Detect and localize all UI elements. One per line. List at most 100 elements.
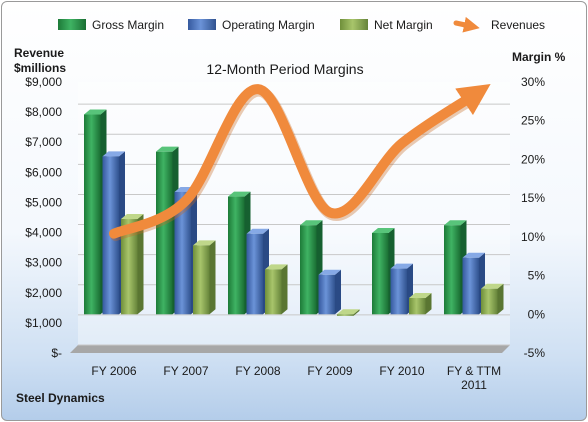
bar-front [462, 257, 479, 315]
bar-top [265, 264, 288, 270]
bar-front [121, 219, 138, 315]
bar-front [193, 245, 210, 315]
bar-front [265, 269, 282, 315]
bar-side [137, 214, 144, 315]
bar-side [497, 283, 504, 315]
bar-top [318, 269, 341, 275]
bar-front [156, 151, 173, 315]
bar-top [102, 151, 125, 157]
bar-top [481, 283, 504, 289]
x-tick-label: FY 2009 [307, 364, 352, 378]
left-axis-title-line1: Revenue [14, 46, 64, 60]
left-tick-label: $1,000 [25, 316, 62, 330]
bar-front [444, 225, 461, 315]
x-tick-label: 2011 [461, 378, 487, 392]
x-tick-label: FY 2007 [163, 364, 208, 378]
right-tick-label: 20% [521, 152, 545, 166]
right-tick-label: 25% [521, 114, 545, 128]
x-tick-label: FY 2006 [91, 364, 136, 378]
left-tick-label: $2,000 [25, 286, 62, 300]
bar-top [121, 214, 144, 220]
legend-swatch-net-margin [340, 19, 368, 30]
gridlines [78, 103, 510, 346]
bar-gross-margin [300, 220, 323, 315]
left-tick-label: $8,000 [25, 105, 62, 119]
bar-front [390, 268, 407, 315]
bar-top [193, 240, 216, 246]
x-tick-label: FY 2010 [379, 364, 424, 378]
right-tick-label: 10% [521, 230, 545, 244]
bar-front [84, 114, 101, 315]
bar-side [425, 293, 432, 315]
bars [84, 109, 504, 316]
bar-top [390, 263, 413, 269]
bar-side [209, 240, 216, 315]
bar-net-margin [193, 240, 216, 315]
bar-top [409, 293, 432, 299]
right-tick-label: 5% [528, 269, 546, 283]
company-name: Steel Dynamics [16, 391, 105, 405]
right-axis-ticks: -5% 0% 5% 10% 15% 20% 25% 30% [521, 75, 545, 360]
bar-top [444, 220, 467, 226]
plot-back-wall [78, 82, 510, 345]
bar-top [300, 220, 323, 226]
bar-operating-margin [246, 228, 269, 315]
left-tick-label: $5,000 [25, 195, 62, 209]
left-axis-ticks: $- $1,000 $2,000 $3,000 $4,000 $5,000 $6,000 $7… [25, 75, 62, 360]
chart-title: 12-Month Period Margins [206, 61, 363, 77]
bar-side [281, 264, 288, 315]
left-tick-label: $7,000 [25, 135, 62, 149]
right-axis-title: Margin % [512, 50, 566, 64]
bar-front [372, 232, 389, 315]
bar-top [246, 228, 269, 234]
bar-top [372, 227, 395, 233]
bar-front [228, 196, 245, 315]
legend-label-operating-margin: Operating Margin [222, 18, 315, 32]
bar-net-margin [265, 264, 288, 315]
left-tick-label: $- [51, 346, 62, 360]
bar-top [228, 191, 251, 197]
revenue-line-layer [109, 84, 491, 242]
bar-side [353, 309, 360, 316]
left-tick-label: $6,000 [25, 165, 62, 179]
bar-net-margin [481, 283, 504, 315]
legend-label-gross-margin: Gross Margin [92, 18, 164, 32]
legend-swatch-gross-margin [58, 19, 86, 30]
bar-top [462, 252, 485, 258]
x-tick-label: FY 2008 [235, 364, 280, 378]
right-tick-label: 15% [521, 191, 545, 205]
legend-label-revenues: Revenues [491, 18, 545, 32]
bar-front [300, 225, 317, 315]
bar-net-margin [409, 293, 432, 315]
x-axis-labels: FY 2006 FY 2007 FY 2008 FY 2009 FY 2010 FY & … [91, 364, 501, 392]
right-tick-label: 0% [528, 307, 546, 321]
bar-side [335, 269, 341, 315]
bar-operating-margin [318, 269, 341, 315]
legend: Gross Margin Operating Margin Net Margin… [58, 16, 545, 33]
bar-net-margin [337, 309, 360, 316]
bar-front [246, 233, 263, 315]
legend-swatch-operating-margin [188, 19, 216, 30]
left-tick-label: $3,000 [25, 256, 62, 270]
bar-front [337, 314, 354, 316]
left-tick-label: $9,000 [25, 75, 62, 89]
bar-top [156, 146, 179, 152]
right-tick-label: -5% [524, 346, 546, 360]
x-tick-label: FY & TTM [447, 364, 501, 378]
bar-front [318, 274, 335, 315]
bar-front [481, 288, 498, 315]
left-axis-title-line2: $millions [14, 61, 66, 75]
right-tick-label: 30% [521, 75, 545, 89]
bar-net-margin [121, 214, 144, 315]
chart-floor [70, 345, 510, 353]
bar-front [174, 191, 191, 315]
legend-label-net-margin: Net Margin [374, 18, 433, 32]
bar-operating-margin [462, 252, 485, 315]
left-tick-label: $4,000 [25, 226, 62, 240]
legend-swatch-revenues [453, 16, 480, 33]
bar-top [337, 309, 360, 315]
bar-top [84, 109, 107, 115]
bar-front [409, 298, 426, 315]
